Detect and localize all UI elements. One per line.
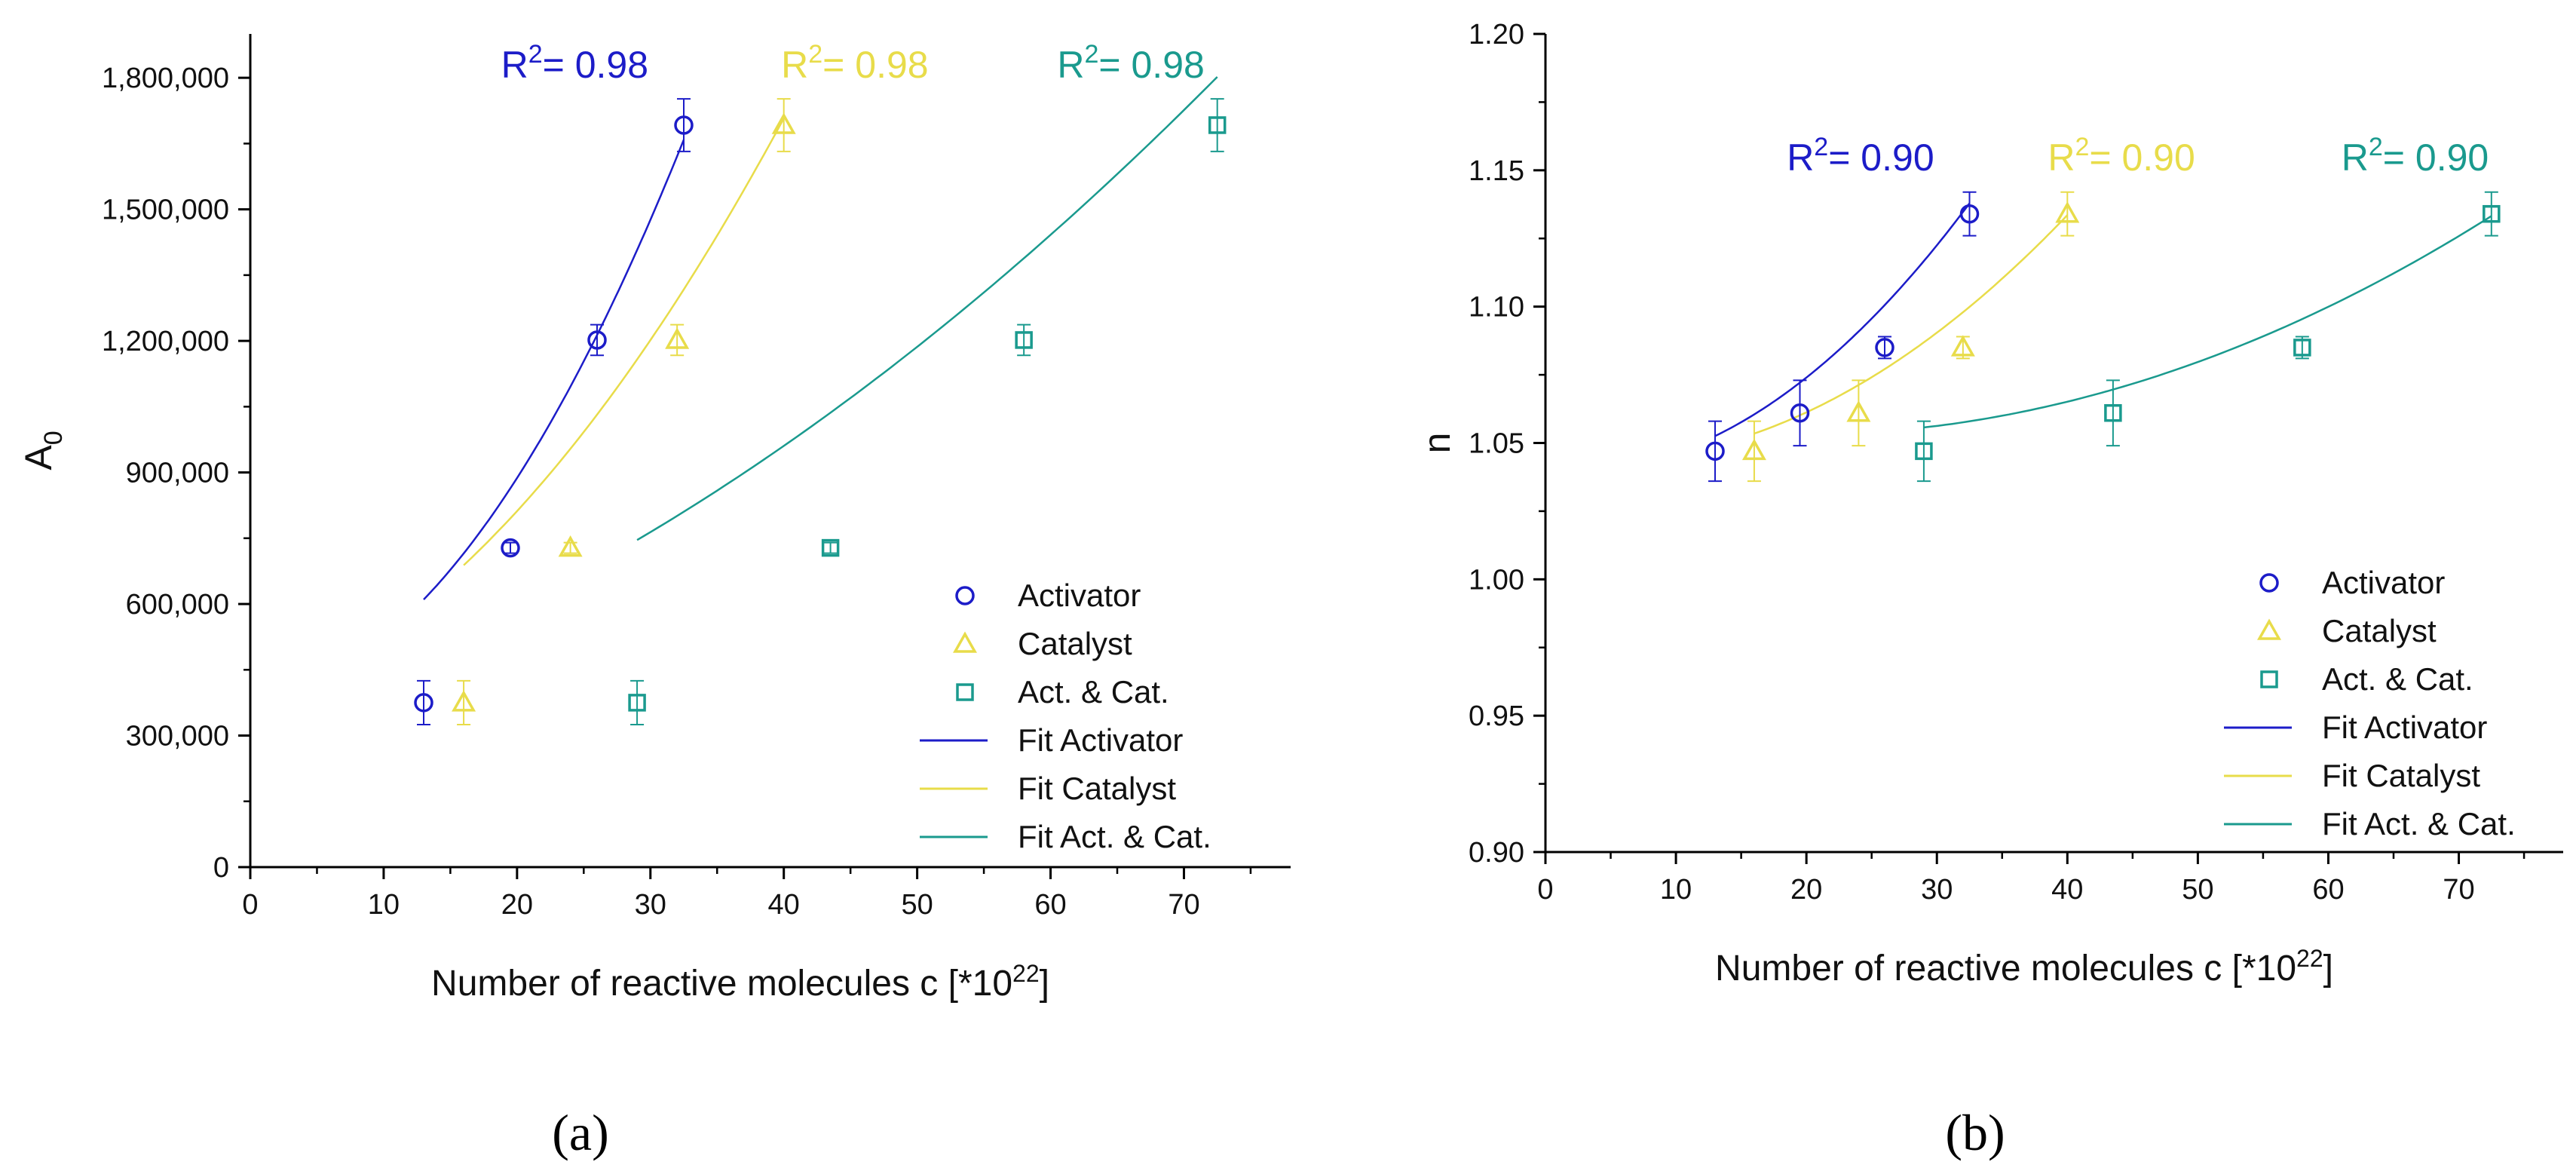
data-point-0-2 <box>1875 338 1894 357</box>
legend-label: Activator <box>2322 565 2445 600</box>
data-point-2-1 <box>821 538 840 557</box>
x-tick-label: 20 <box>1790 874 1822 906</box>
y-tick-label: 1,500,000 <box>102 195 229 226</box>
x-tick-label: 50 <box>2182 874 2213 906</box>
data-point-0-1 <box>1790 403 1810 423</box>
y-tick-label: 0.90 <box>1469 837 1524 869</box>
x-tick-label: 60 <box>2312 874 2344 906</box>
fit-line-0 <box>423 139 685 600</box>
data-point-1-1 <box>1846 400 1871 422</box>
x-tick-label: 10 <box>1660 874 1692 906</box>
data-point-1-3 <box>771 112 796 134</box>
y-tick-label: 1.00 <box>1469 564 1524 596</box>
chart-panel-b: 0 10 20 30 40 50 60 70 0.90 0.95 1.00 1.05 1.10 1.15 1… <box>1416 19 2563 1161</box>
data-point-2-2 <box>2293 339 2311 357</box>
legend-label: Act. & Cat. <box>1018 674 1169 710</box>
x-tick-label: 10 <box>368 889 400 921</box>
fit-line-0 <box>1714 202 1971 437</box>
y-tick-label: 1.05 <box>1469 428 1524 460</box>
legend-marker <box>953 631 977 653</box>
y-tick-label: 1.10 <box>1469 292 1524 323</box>
r-squared-annotation: R2= 0.90 <box>1787 133 1934 179</box>
data-point-1-1 <box>558 535 583 557</box>
legend-label: Fit Act. & Cat. <box>1018 819 1211 854</box>
data-point-2-0 <box>1915 442 1933 461</box>
data-point-1-2 <box>1950 335 1975 357</box>
y-axis-label: n <box>1416 433 1458 454</box>
legend: Activator Catalyst Act. & Cat. Fit Activato… <box>2224 565 2516 841</box>
r-squared-annotation: R2= 0.98 <box>1057 40 1204 86</box>
legend: Activator Catalyst Act. & Cat. Fit Activato… <box>920 578 1211 854</box>
x-tick-label: 30 <box>635 889 666 921</box>
y-axis-label: A0 <box>17 431 68 470</box>
legend-marker <box>956 683 974 701</box>
legend-marker <box>955 586 975 605</box>
data-point-1-0 <box>1741 438 1766 461</box>
r-squared-annotation: R2= 0.98 <box>781 40 928 86</box>
r-squared-annotation: R2= 0.98 <box>501 40 648 86</box>
y-tick-label: 1.15 <box>1469 155 1524 187</box>
fit-line-1 <box>1754 214 2069 435</box>
y-tick-label: 300,000 <box>126 721 229 753</box>
x-axis-label: Number of reactive molecules c [*1022] <box>431 960 1049 1004</box>
x-tick-label: 40 <box>768 889 800 921</box>
x-tick-label: 0 <box>242 889 258 921</box>
data-point-2-3 <box>2483 204 2501 223</box>
legend-label: Fit Activator <box>2322 710 2487 745</box>
fit-line-2 <box>1923 215 2492 429</box>
legend-marker <box>2260 670 2278 688</box>
fit-line-2 <box>636 76 1218 541</box>
x-tick-label: 60 <box>1034 889 1066 921</box>
r-squared-annotation: R2= 0.90 <box>2048 133 2195 179</box>
x-tick-label: 30 <box>1921 874 1953 906</box>
chart-panel-a: 0 10 20 30 40 50 60 70 0 300,000 600,000 900,000 1,2… <box>17 34 1291 1161</box>
fit-line-1 <box>463 118 785 566</box>
x-tick-label: 20 <box>501 889 533 921</box>
x-tick-label: 0 <box>1537 874 1553 906</box>
x-tick-label: 70 <box>2443 874 2474 906</box>
x-axis-label: Number of reactive molecules c [*1022] <box>1715 945 2333 989</box>
data-point-0-0 <box>1705 441 1725 461</box>
panel-label: (a) <box>552 1104 608 1161</box>
data-point-2-1 <box>2104 403 2122 422</box>
legend-label: Fit Catalyst <box>2322 758 2480 793</box>
data-point-1-2 <box>665 327 690 349</box>
data-point-0-0 <box>414 693 433 713</box>
legend-marker <box>2259 573 2279 593</box>
x-tick-label: 40 <box>2051 874 2083 906</box>
legend-label: Act. & Cat. <box>2322 661 2473 697</box>
legend-marker <box>2257 618 2281 640</box>
y-tick-label: 0.95 <box>1469 700 1524 732</box>
data-point-2-0 <box>628 694 646 712</box>
y-tick-label: 1,200,000 <box>102 326 229 357</box>
data-point-2-3 <box>1208 116 1227 134</box>
x-tick-label: 70 <box>1168 889 1199 921</box>
panel-label: (b) <box>1945 1104 2005 1161</box>
y-tick-label: 1.20 <box>1469 19 1524 51</box>
legend-label: Catalyst <box>1018 626 1132 661</box>
y-tick-label: 0 <box>213 852 229 884</box>
legend-label: Catalyst <box>2322 613 2437 648</box>
data-point-1-0 <box>452 690 476 712</box>
data-point-2-2 <box>1015 331 1033 349</box>
r-squared-annotation: R2= 0.90 <box>2342 133 2489 179</box>
data-point-0-2 <box>587 330 607 350</box>
data-point-0-1 <box>501 538 520 558</box>
data-point-1-3 <box>2055 201 2080 223</box>
legend-label: Fit Catalyst <box>1018 771 1176 806</box>
x-tick-label: 50 <box>901 889 933 921</box>
y-tick-label: 600,000 <box>126 589 229 621</box>
legend-label: Activator <box>1018 578 1141 613</box>
y-tick-label: 1,800,000 <box>102 63 229 94</box>
data-point-0-3 <box>674 115 694 135</box>
data-point-0-3 <box>1959 204 1980 224</box>
legend-label: Fit Activator <box>1018 722 1183 758</box>
legend-label: Fit Act. & Cat. <box>2322 806 2516 841</box>
y-tick-label: 900,000 <box>126 458 229 489</box>
